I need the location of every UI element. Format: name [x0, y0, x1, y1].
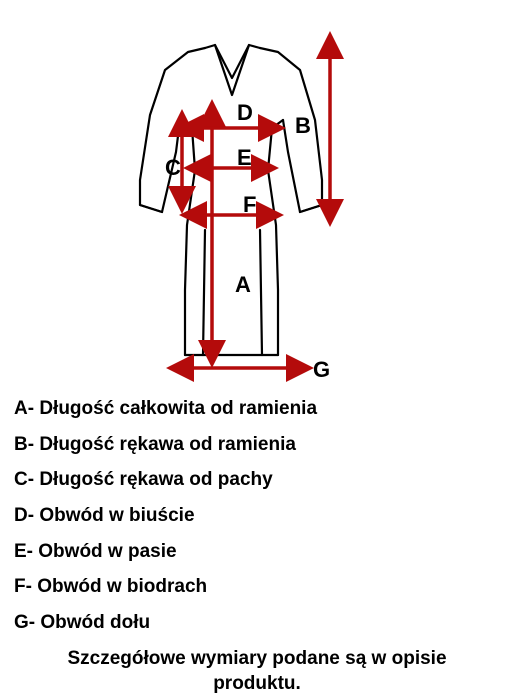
- dim-label-F: F: [243, 192, 256, 218]
- legend-row-D: D- Obwód w biuście: [14, 504, 500, 529]
- legend-row-F: F- Obwód w biodrach: [14, 575, 500, 600]
- dim-label-G: G: [313, 357, 330, 383]
- arrows-svg: [0, 0, 514, 395]
- legend-row-C: C- Długość rękawa od pachy: [14, 468, 500, 493]
- legend-list: A- Długość całkowita od ramienia B- Długo…: [0, 395, 514, 636]
- legend-row-E: E- Obwód w pasie: [14, 540, 500, 565]
- dim-label-E: E: [237, 145, 252, 171]
- footer-line1: Szczegółowe wymiary podane są w opisie: [20, 647, 494, 672]
- footer-line2: produktu.: [20, 672, 494, 696]
- legend-row-G: G- Obwód dołu: [14, 611, 500, 636]
- dim-label-A: A: [235, 272, 251, 298]
- dim-label-C: C: [165, 155, 181, 181]
- footer-note: Szczegółowe wymiary podane są w opisie p…: [0, 647, 514, 696]
- dress-diagram: A B C DEF G: [0, 0, 514, 395]
- legend-row-B: B- Długość rękawa od ramienia: [14, 433, 500, 458]
- dim-label-D: D: [237, 100, 253, 126]
- size-guide-panel: A B C DEF G A- Długość całkowita od ramienia…: [0, 0, 514, 685]
- legend-row-A: A- Długość całkowita od ramienia: [14, 397, 500, 422]
- dim-label-B: B: [295, 113, 311, 139]
